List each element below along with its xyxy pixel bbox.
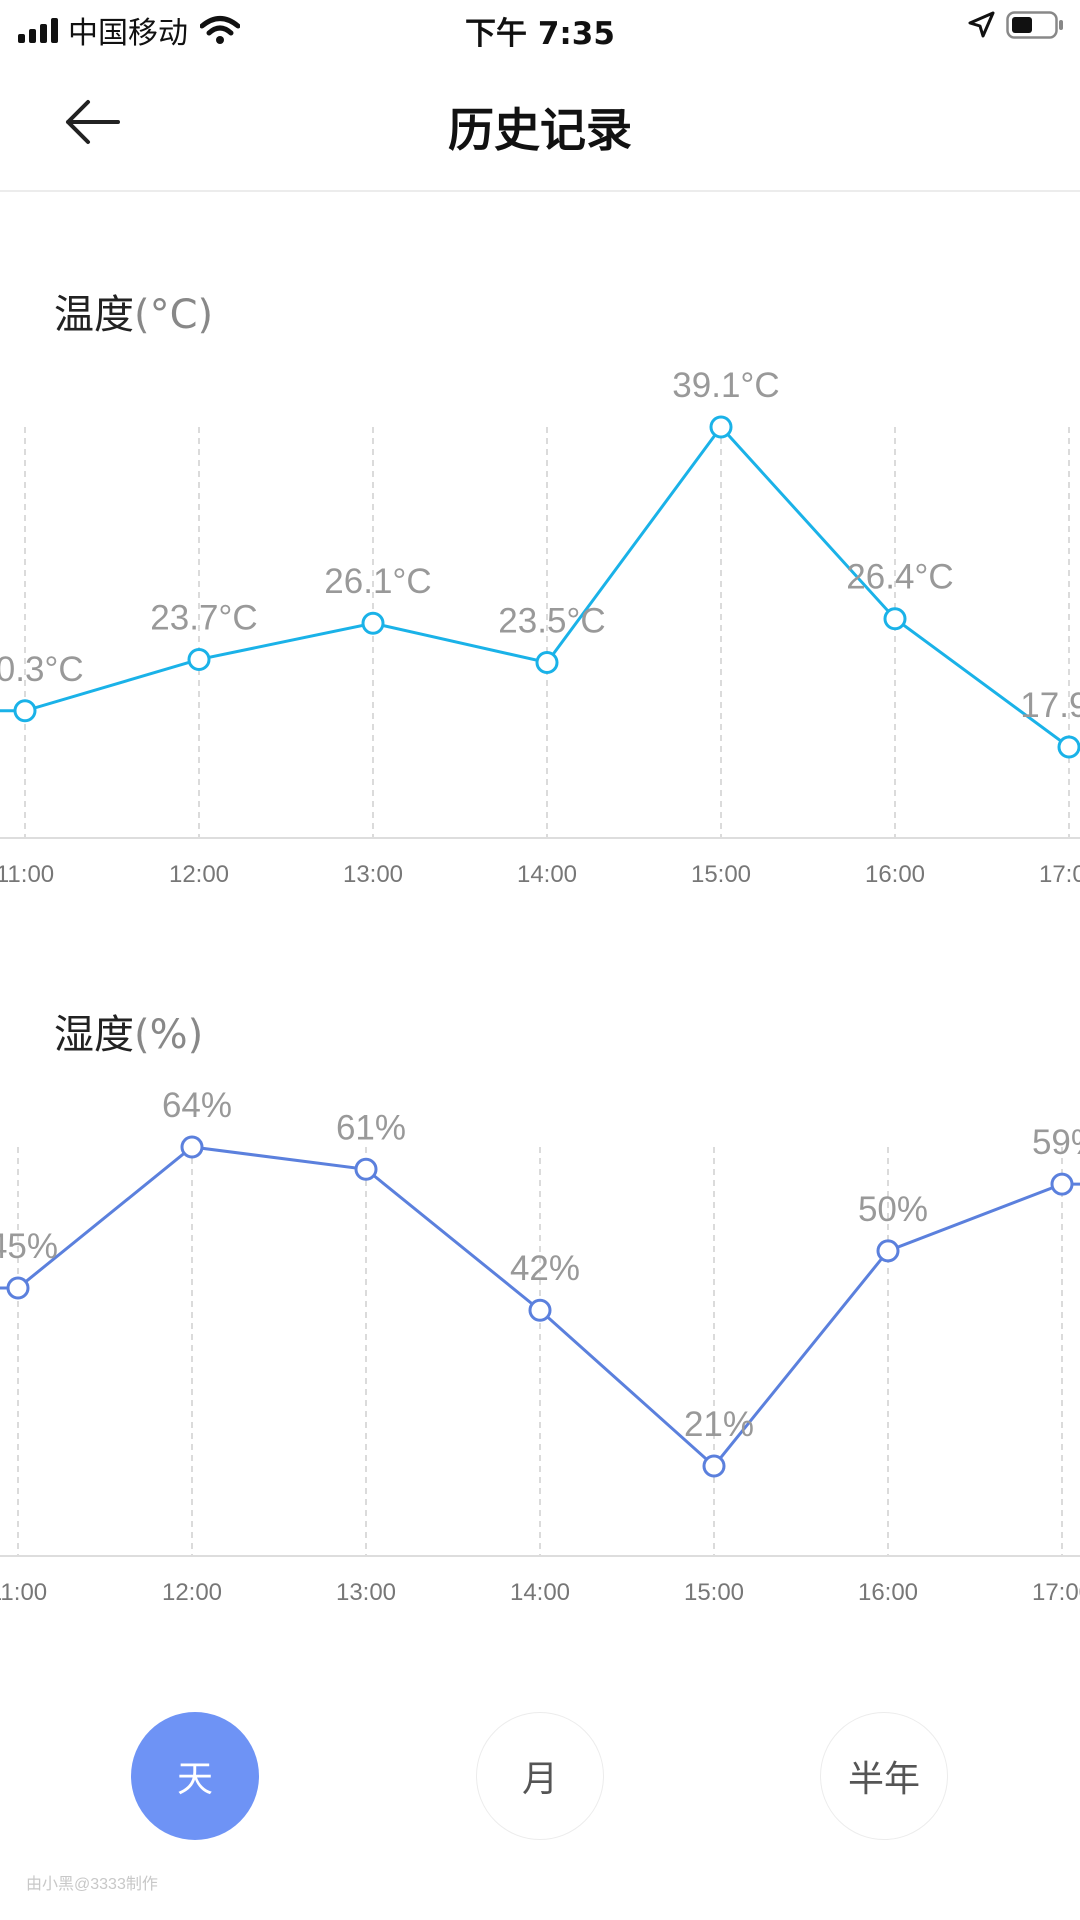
temperature-title-text: 温度 (54, 292, 134, 338)
location-arrow-icon (968, 11, 995, 38)
watermark-text: 由小黑@3333制作 (26, 1876, 158, 1893)
data-label: 23.5°C (498, 601, 605, 640)
status-left: 中国移动 (18, 8, 240, 52)
data-point (187, 647, 211, 671)
data-point (13, 699, 37, 723)
data-point (528, 1298, 552, 1322)
x-tick-label: 15:00 (684, 1579, 744, 1606)
range-month-button[interactable]: 月 (476, 1712, 604, 1840)
x-tick-label: 17:00 (1032, 1579, 1080, 1606)
temperature-unit: (°C) (134, 292, 214, 338)
carrier-name: 中国移动 (68, 16, 188, 51)
data-label: 61% (336, 1108, 406, 1147)
data-label: 39.1°C (672, 366, 779, 405)
x-tick-label: 14:00 (517, 861, 577, 888)
data-point (6, 1276, 30, 1300)
x-tick-label: 16:00 (858, 1579, 918, 1606)
data-point (535, 650, 559, 674)
x-tick-label: 11:00 (0, 1579, 47, 1606)
data-point (702, 1454, 726, 1478)
data-label: 21% (684, 1405, 754, 1444)
humidity-chart-title: 湿度(%) (54, 1002, 203, 1060)
data-label: 20.3°C (0, 650, 84, 689)
range-half-year-button[interactable]: 半年 (820, 1712, 948, 1840)
status-time: 下午 7:35 (465, 16, 615, 52)
data-point (180, 1135, 204, 1159)
humidity-unit: (%) (134, 1012, 204, 1058)
nav-header: 历史记录 (0, 54, 1080, 192)
battery-icon (1006, 11, 1063, 39)
temperature-chart: 11:00 12:00 13:00 14:00 15:00 16:00 17:00 20.3°… (0, 366, 1080, 888)
data-label: 26.4°C (846, 558, 953, 597)
x-tick-label: 16:00 (865, 861, 925, 888)
signal-icon (18, 17, 58, 43)
data-label: 59% (1032, 1123, 1080, 1162)
x-tick-label: 14:00 (510, 1579, 570, 1606)
data-label: 45% (0, 1227, 58, 1266)
data-point (1057, 735, 1080, 759)
status-bar: 中国移动 下午 7:35 (0, 0, 1080, 54)
temperature-chart-title: 温度(°C) (54, 282, 213, 340)
x-tick-label: 17:00 (1039, 861, 1080, 888)
page-title: 历史记录 (448, 103, 632, 157)
data-label: 26.1°C (324, 562, 431, 601)
x-tick-label: 12:00 (162, 1579, 222, 1606)
range-day-button[interactable]: 天 (131, 1712, 259, 1840)
x-tick-label: 13:00 (343, 861, 403, 888)
data-label: 17.9°C (1020, 686, 1080, 725)
wifi-icon (200, 16, 240, 44)
data-label: 23.7°C (150, 598, 257, 637)
data-point (1050, 1172, 1074, 1196)
humidity-title-text: 湿度 (54, 1012, 134, 1058)
x-tick-label: 13:00 (336, 1579, 396, 1606)
x-tick-label: 11:00 (0, 861, 54, 888)
x-tick-label: 12:00 (169, 861, 229, 888)
x-tick-label: 15:00 (691, 861, 751, 888)
data-point (883, 607, 907, 631)
humidity-chart: 11:00 12:00 13:00 14:00 15:00 16:00 17:00 45% 64… (0, 1086, 1080, 1606)
data-label: 42% (510, 1249, 580, 1288)
status-right (966, 10, 1064, 40)
back-arrow-icon[interactable] (62, 96, 122, 148)
data-point (709, 415, 733, 439)
data-point (361, 611, 385, 635)
data-point (876, 1239, 900, 1263)
data-label: 64% (162, 1086, 232, 1125)
data-point (354, 1157, 378, 1181)
data-label: 50% (858, 1190, 928, 1229)
